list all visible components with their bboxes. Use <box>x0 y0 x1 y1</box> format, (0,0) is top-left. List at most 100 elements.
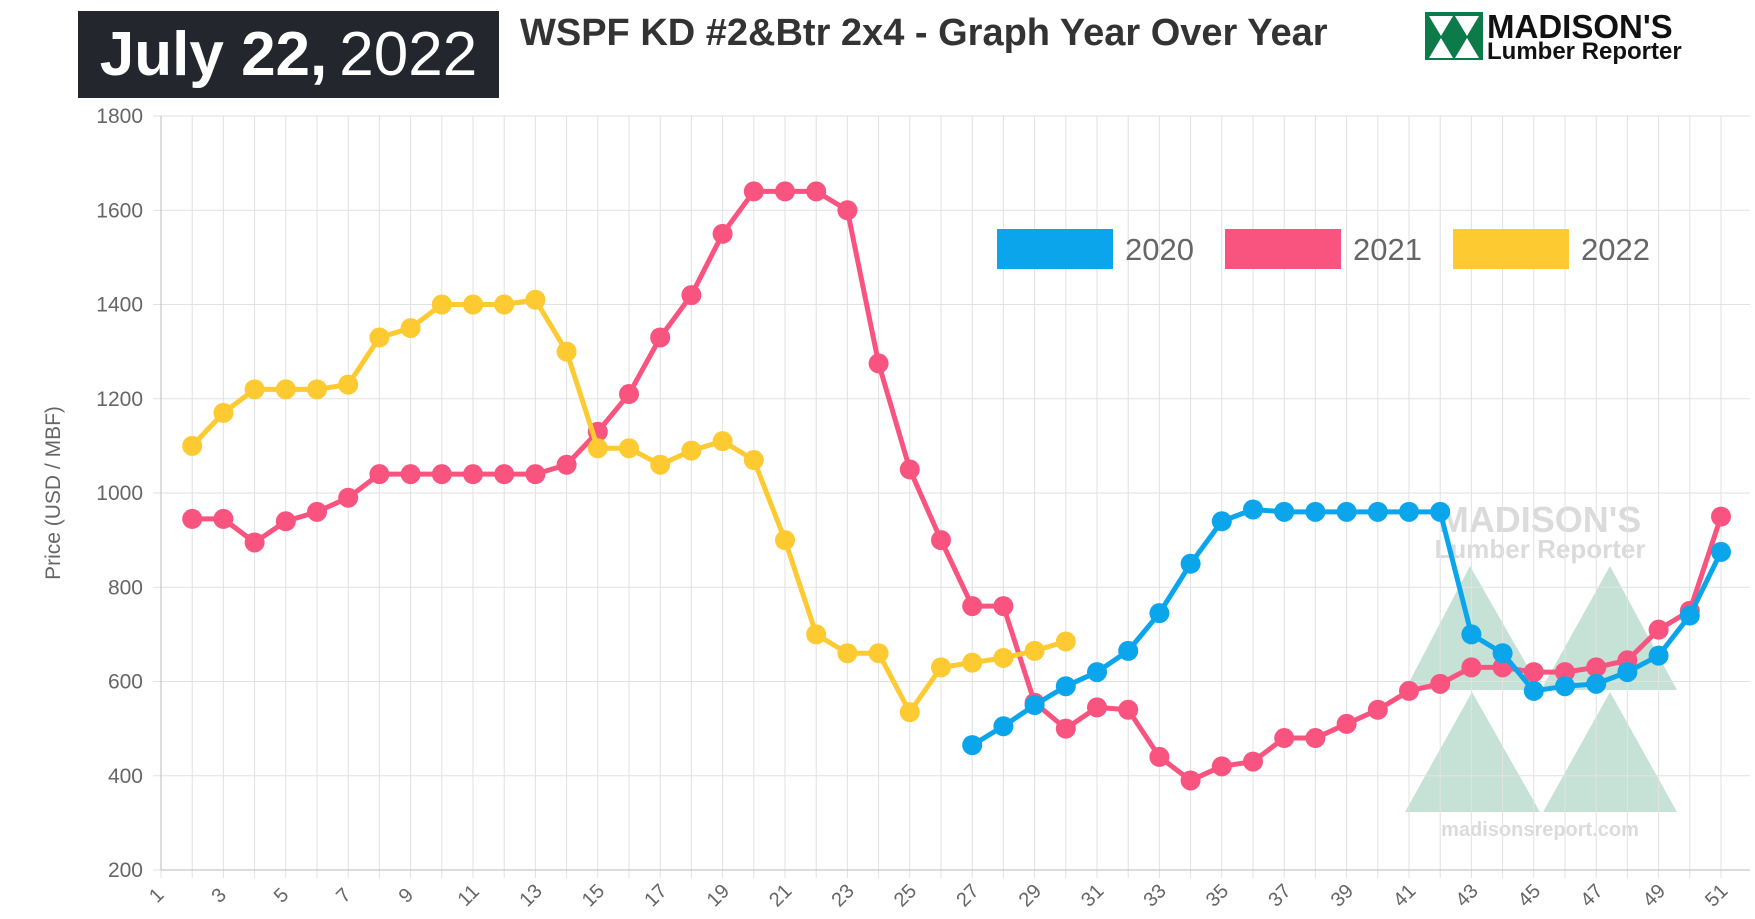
data-point-2022 <box>494 294 515 315</box>
x-tick-label: 31 <box>1077 880 1108 911</box>
data-point-2021 <box>307 501 327 522</box>
data-point-2022 <box>712 431 733 452</box>
data-point-2022 <box>431 294 452 315</box>
data-point-2021 <box>743 181 764 202</box>
x-tick-label: 35 <box>1202 880 1233 911</box>
data-point-2020 <box>1274 501 1295 522</box>
data-point-2022 <box>681 440 702 461</box>
legend-label-2020: 2020 <box>1125 232 1194 267</box>
series-line-2021 <box>192 188 1724 783</box>
data-point-2020 <box>962 735 983 756</box>
data-point-2022 <box>275 379 296 400</box>
data-point-2022 <box>213 402 234 423</box>
y-tick-label: 1200 <box>96 388 143 411</box>
data-point-2021 <box>681 285 702 306</box>
data-point-2021 <box>775 181 795 202</box>
x-tick-label: 47 <box>1576 880 1607 911</box>
x-tick-label: 33 <box>1140 880 1171 911</box>
logo-line1: MADISON'S <box>1487 8 1673 45</box>
data-point-2021 <box>1648 619 1669 640</box>
data-point-2021 <box>806 181 827 202</box>
data-point-2021 <box>1430 673 1451 694</box>
data-point-2021 <box>182 508 203 529</box>
x-tick-label: 27 <box>952 880 983 911</box>
legend-label-2022: 2022 <box>1581 232 1650 267</box>
data-point-2020 <box>1399 501 1419 522</box>
data-point-2021 <box>1586 657 1607 678</box>
data-point-2020 <box>1211 511 1232 532</box>
data-point-2022 <box>962 652 983 673</box>
date-badge: July 22, 2022 <box>78 11 499 98</box>
data-point-2021 <box>1055 718 1076 739</box>
legend-label-2021: 2021 <box>1353 232 1422 267</box>
x-tick-label: 51 <box>1701 880 1732 911</box>
data-point-2022 <box>868 643 889 664</box>
data-point-2021 <box>1399 680 1419 701</box>
data-point-2021 <box>619 384 639 405</box>
x-tick-label: 17 <box>640 880 671 911</box>
data-point-2020 <box>1087 662 1107 683</box>
x-tick-label: 13 <box>516 880 547 911</box>
legend-swatch-2022 <box>1453 229 1569 269</box>
data-point-2021 <box>556 454 577 475</box>
data-point-2021 <box>1243 751 1263 772</box>
date-year: 2022 <box>339 20 478 89</box>
data-point-2021 <box>494 464 515 485</box>
x-tick-label: 29 <box>1015 880 1046 911</box>
madisons-logo: MADISON'S Lumber Reporter <box>1425 8 1715 65</box>
data-point-2021 <box>1461 657 1482 678</box>
data-point-2022 <box>743 450 764 471</box>
y-tick-label: 600 <box>108 671 143 694</box>
data-point-2020 <box>1617 662 1638 683</box>
data-point-2022 <box>338 374 359 395</box>
x-tick-label: 43 <box>1452 880 1483 911</box>
data-point-2021 <box>275 511 296 532</box>
data-point-2022 <box>525 289 546 310</box>
data-point-2021 <box>1555 662 1575 683</box>
data-point-2021 <box>525 464 546 485</box>
data-point-2022 <box>463 294 483 315</box>
y-tick-label: 1000 <box>96 482 143 505</box>
data-point-2022 <box>556 341 577 362</box>
data-point-2020 <box>1118 640 1139 661</box>
data-point-2020 <box>1055 676 1076 697</box>
data-point-2021 <box>931 530 951 551</box>
data-point-2021 <box>1211 756 1232 777</box>
data-point-2020 <box>1461 624 1482 645</box>
data-point-2021 <box>1711 506 1731 527</box>
x-tick-label: 19 <box>703 880 734 911</box>
x-tick-label: 5 <box>270 884 293 907</box>
data-point-2022 <box>400 318 421 339</box>
y-tick-label: 200 <box>108 859 143 882</box>
data-point-2021 <box>993 596 1014 617</box>
data-point-2021 <box>463 464 483 485</box>
data-point-2020 <box>1367 501 1388 522</box>
data-point-2022 <box>993 647 1014 668</box>
x-tick-label: 39 <box>1327 880 1358 911</box>
x-tick-label: 37 <box>1264 880 1295 911</box>
data-point-2020 <box>1336 501 1357 522</box>
data-point-2020 <box>1648 645 1669 666</box>
watermark-line2: Lumber Reporter <box>1435 534 1646 564</box>
data-point-2021 <box>213 508 234 529</box>
data-point-2022 <box>650 454 671 475</box>
x-tick-label: 45 <box>1514 880 1545 911</box>
data-point-2022 <box>775 530 795 551</box>
data-point-2022 <box>899 702 920 723</box>
data-point-2022 <box>1055 631 1076 652</box>
data-point-2021 <box>1087 697 1107 718</box>
data-point-2022 <box>931 657 951 678</box>
x-tick-label: 11 <box>454 881 484 911</box>
logo-mark-icon <box>1425 12 1483 60</box>
y-tick-label: 1400 <box>96 294 143 317</box>
watermark-line1: MADISON'S <box>1439 499 1642 540</box>
data-point-2021 <box>962 596 983 617</box>
data-point-2020 <box>1555 676 1575 697</box>
x-tick-label: 21 <box>765 880 796 911</box>
data-point-2020 <box>1679 605 1700 626</box>
data-point-2020 <box>993 716 1014 737</box>
y-tick-label: 800 <box>108 576 143 599</box>
x-tick-label: 9 <box>395 884 418 907</box>
data-point-2020 <box>1180 553 1201 574</box>
